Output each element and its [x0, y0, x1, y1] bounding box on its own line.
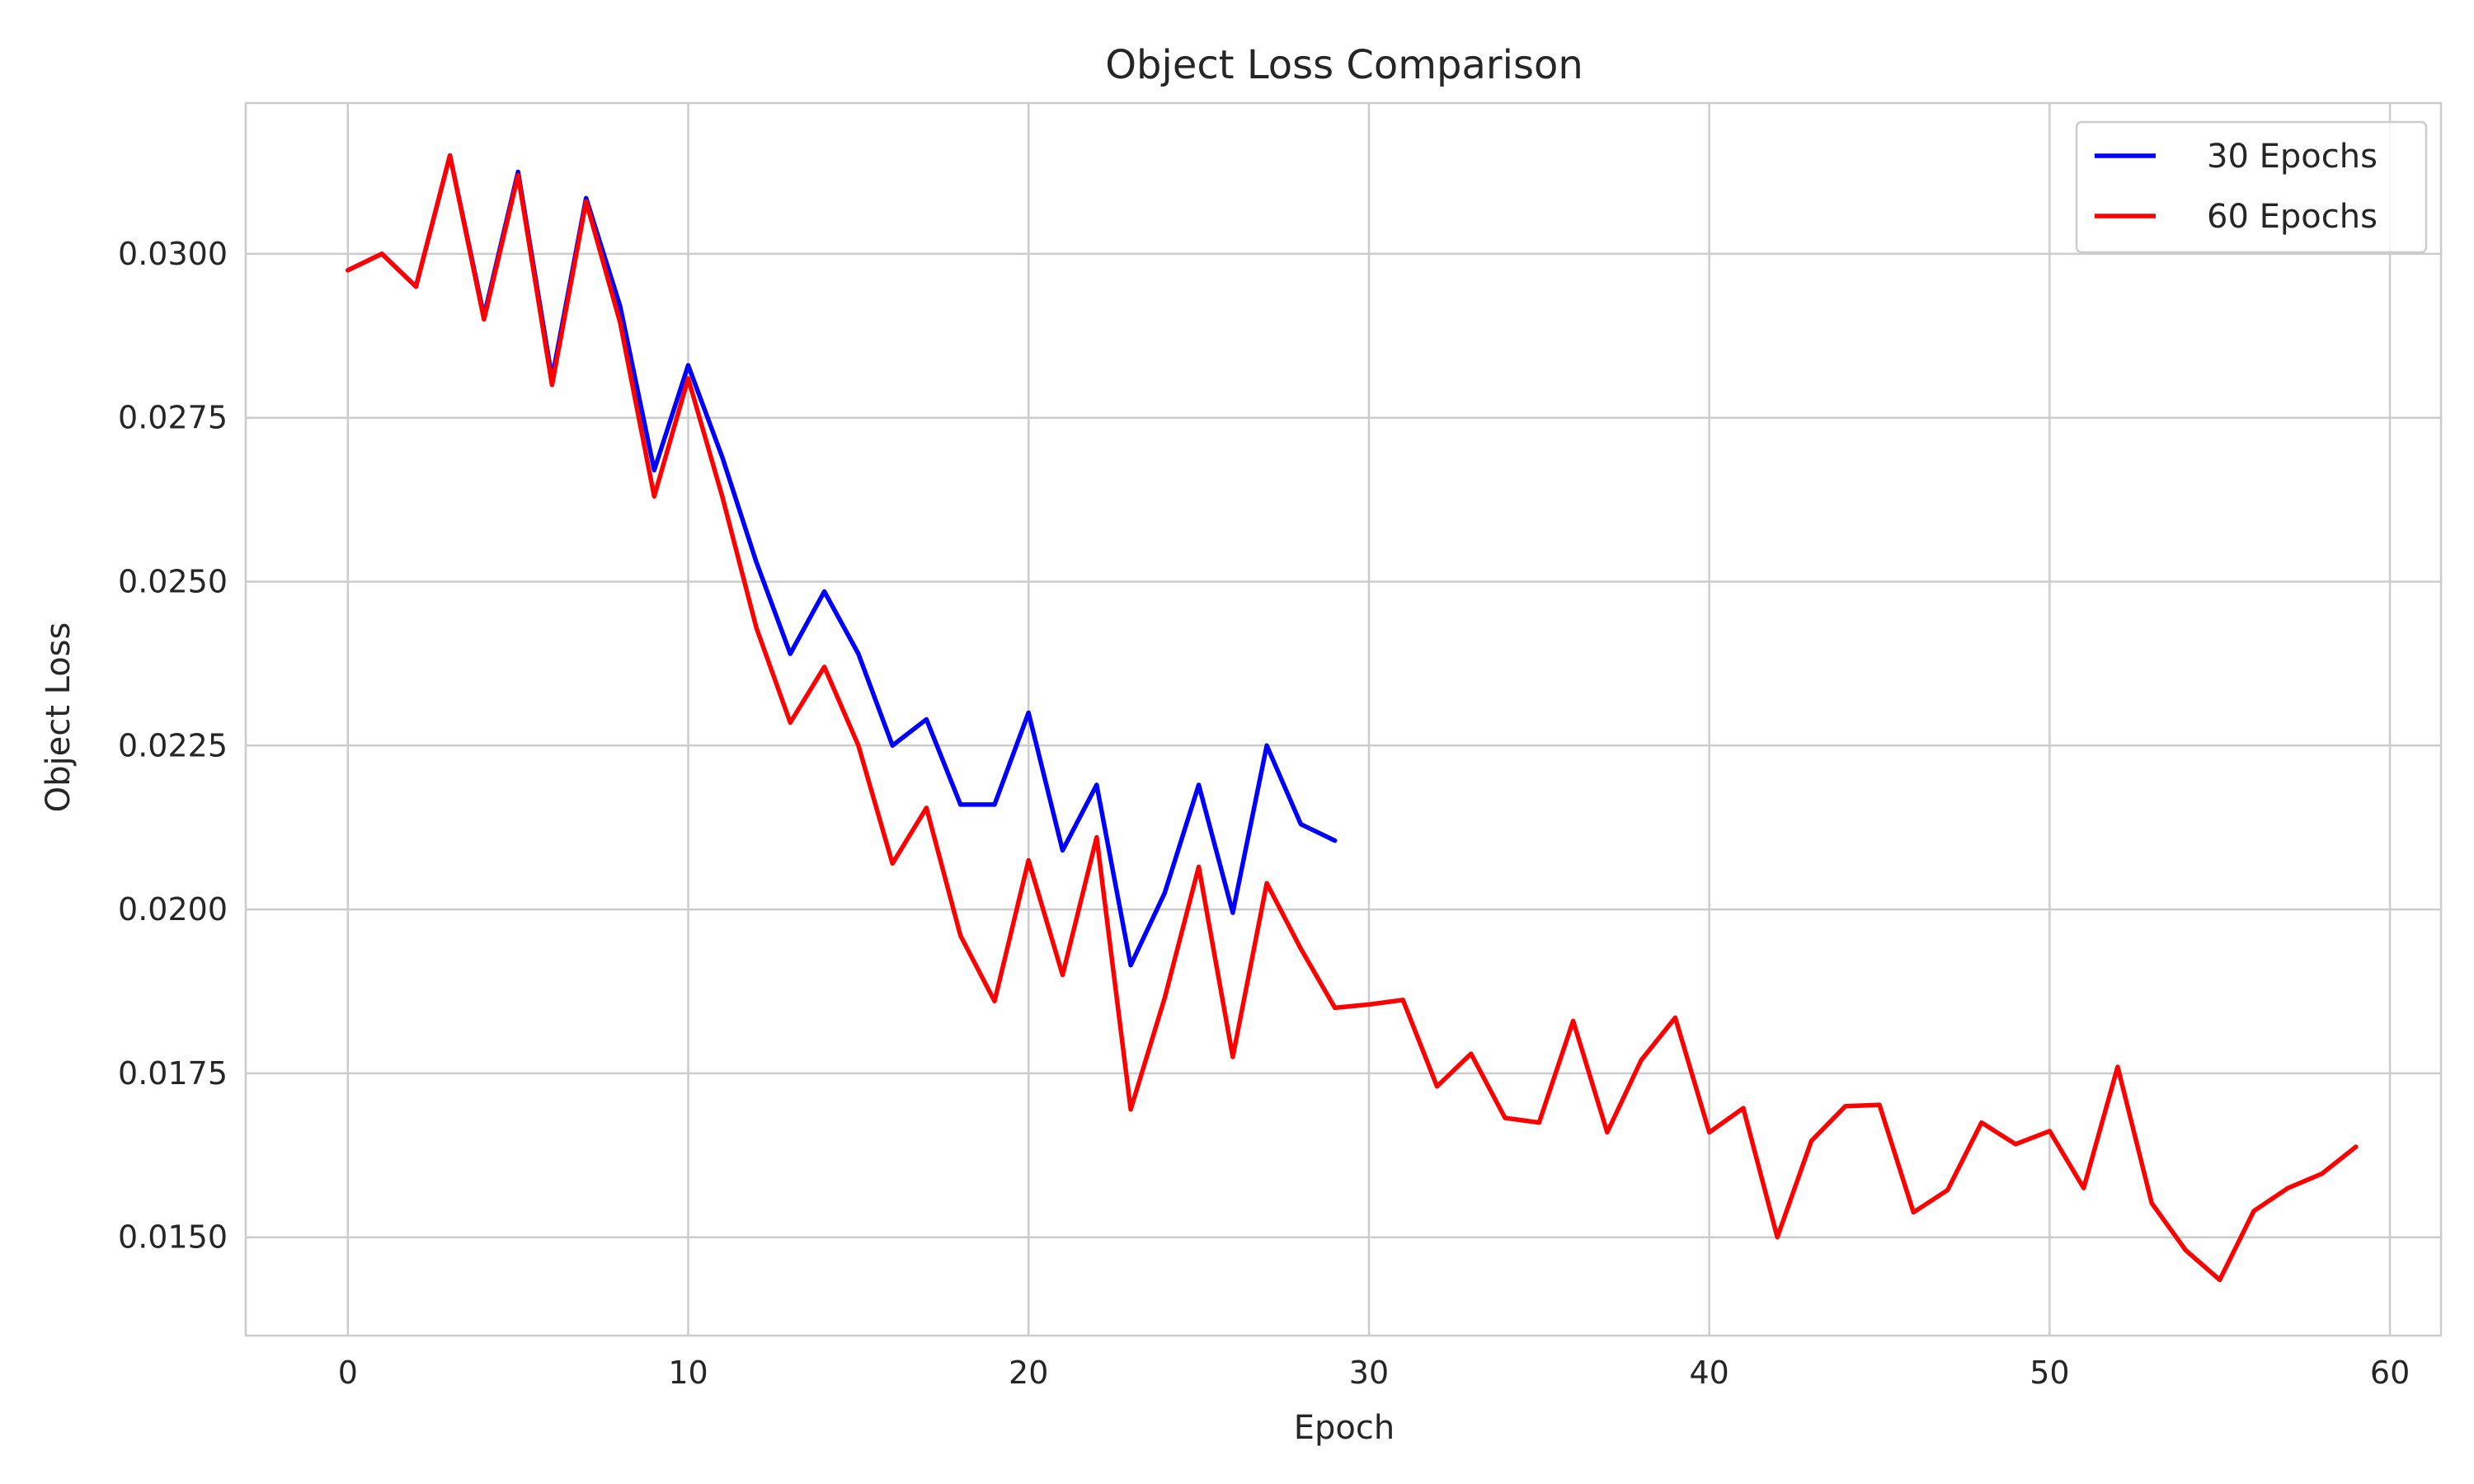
y-tick-label: 0.0275 [118, 400, 228, 436]
legend-label-60-epochs: 60 Epochs [2207, 198, 2378, 236]
y-tick-label: 0.0175 [118, 1055, 228, 1092]
legend-box [2075, 120, 2428, 254]
x-tick-label: 50 [2030, 1355, 2069, 1391]
plot-frame [244, 101, 2443, 1337]
x-tick-label: 60 [2370, 1355, 2410, 1391]
chart-title: Object Loss Comparison [1105, 42, 1583, 88]
y-axis-label: Object Loss [40, 622, 78, 813]
y-tick-label: 0.0200 [118, 891, 228, 928]
x-tick-label: 0 [338, 1355, 358, 1391]
y-tick-label: 0.0250 [118, 564, 228, 600]
y-tick-label: 0.0150 [118, 1219, 228, 1256]
x-axis-label: Epoch [1294, 1409, 1395, 1447]
grid [246, 103, 2441, 1336]
x-tick-label: 30 [1349, 1355, 1389, 1391]
legend-label-30-epochs: 30 Epochs [2207, 138, 2378, 176]
x-tick-label: 20 [1009, 1355, 1048, 1391]
series-line-60-epochs [346, 153, 2359, 1283]
tick-labels: 0 10 20 30 40 50 60 0.0150 0.0175 0.0200 0.0225 0.0… [118, 236, 2410, 1391]
x-tick-label: 10 [668, 1355, 708, 1391]
legend: 30 Epochs 60 Epochs [2075, 120, 2428, 254]
x-tick-label: 40 [1689, 1355, 1729, 1391]
y-tick-label: 0.0300 [118, 236, 228, 272]
series-lines [346, 153, 2359, 1283]
y-tick-label: 0.0225 [118, 727, 228, 763]
